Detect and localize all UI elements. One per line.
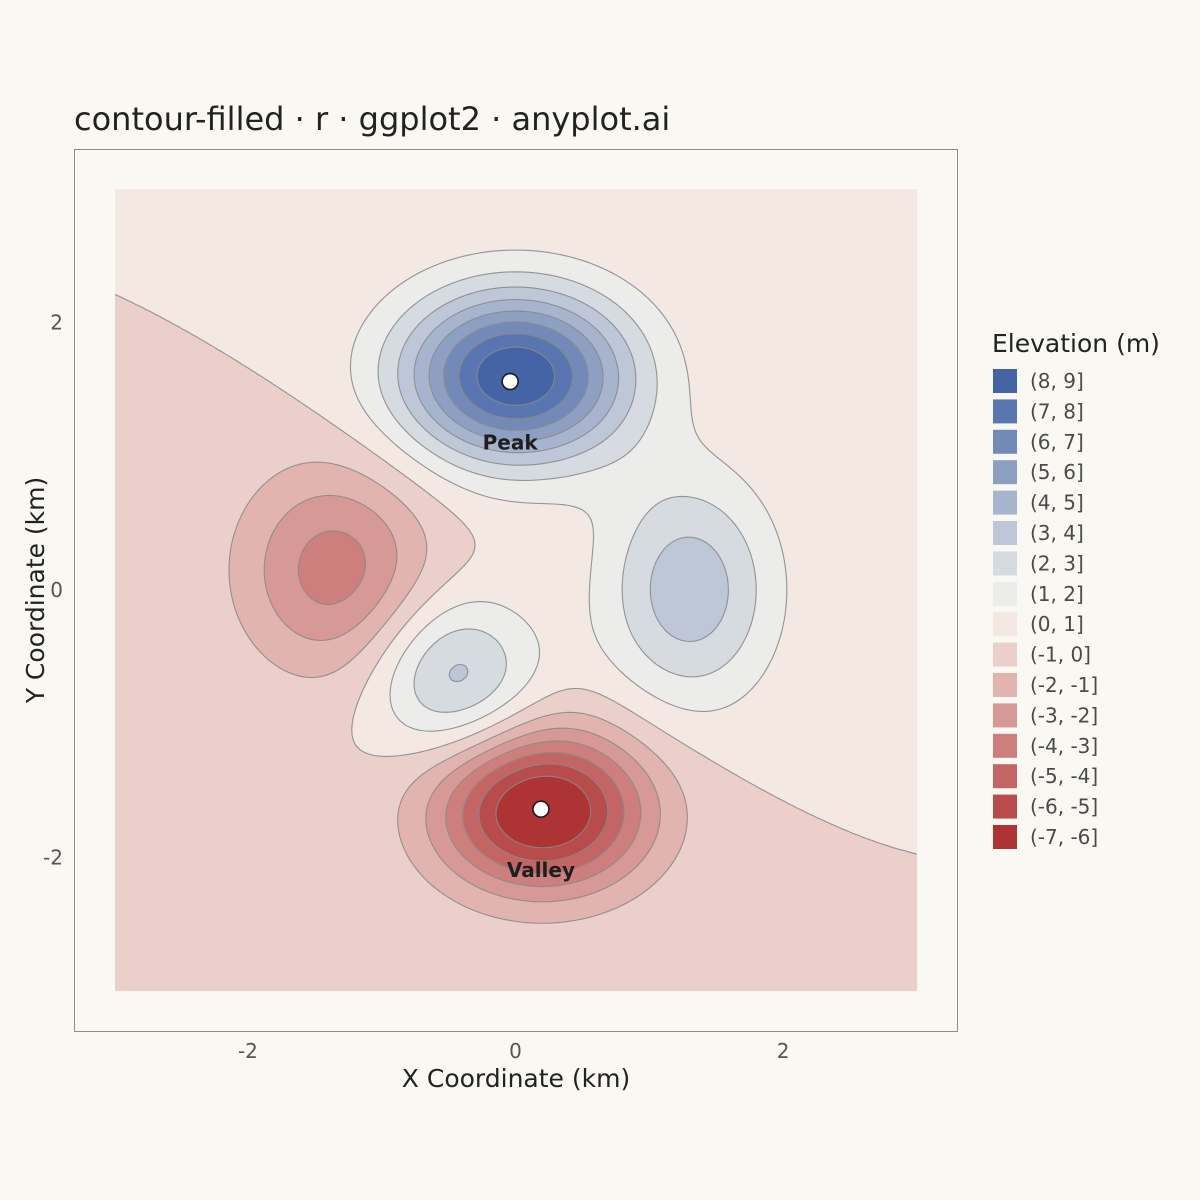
legend-label: (-5, -4] [1030,764,1098,788]
legend-swatch [993,551,1017,576]
legend-label: (-7, -6] [1030,825,1098,849]
legend-label: (-1, 0] [1030,643,1091,667]
valley-marker [532,800,550,818]
contour-line [115,293,917,855]
y-tick-label: 2 [50,311,63,335]
x-tick-label: 2 [777,1039,790,1063]
legend-label: (5, 6] [1030,460,1084,484]
legend-label: (-3, -2] [1030,703,1098,727]
x-tick-label: -2 [238,1039,258,1063]
contour-line [478,763,609,862]
legend-label: (-6, -5] [1030,795,1098,819]
contour-line [228,461,688,924]
contour-line [428,310,604,442]
legend-swatch [993,825,1017,849]
legend-label: (0, 1] [1030,612,1084,636]
legend-swatch [993,733,1017,758]
legend-swatch [993,794,1017,819]
legend-label: (2, 3] [1030,551,1084,575]
y-tick-label: -2 [43,845,63,869]
contour-line [297,530,642,888]
legend-swatch [993,521,1017,545]
y-tick-label: 0 [50,578,63,602]
contour-line [263,494,661,903]
y-axis-label: Y Coordinate (km) [21,477,50,705]
y-axis-ticks: 2 0 -2 [43,311,63,870]
peak-label: Peak [483,431,539,455]
legend-swatch [993,612,1017,637]
contour-line [458,333,574,420]
legend-swatch [993,429,1017,454]
legend-label: (-2, -1] [1030,673,1098,697]
legend-swatch [993,460,1017,485]
legend-label: (-4, -3] [1030,734,1098,758]
legend-swatch [993,642,1017,667]
legend-label: (4, 5] [1030,491,1084,515]
contour-fill-image [115,189,918,992]
contour-line [443,321,589,431]
contour-surface [115,189,918,992]
contour-line [397,286,729,683]
x-axis-label: X Coordinate (km) [402,1064,630,1093]
contour-line [413,299,620,454]
plot-panel-border [74,149,958,1032]
legend-swatch [993,703,1017,728]
legend-swatch [993,764,1017,789]
legend-swatch [993,399,1017,424]
peak-marker [501,372,519,391]
annotations: Peak Valley [483,372,575,882]
legend-label: (3, 4] [1030,521,1084,545]
legend-label: (1, 2] [1030,582,1084,606]
legend-label: (7, 8] [1030,399,1084,423]
legend: (8, 9] (7, 8] (6, 7] (5, 6] (4, 5] (3, 4] (2, … [993,369,1098,849]
legend-label: (6, 7] [1030,430,1084,454]
contour-line [349,249,788,732]
contour-line [462,751,625,874]
contour-line [377,271,757,713]
x-axis-ticks: -2 0 2 [238,1039,789,1063]
x-tick-label: 0 [509,1039,522,1063]
legend-swatch [993,581,1017,606]
contour-line [495,775,592,849]
contour-lines [115,249,917,924]
legend-label: (8, 9] [1030,369,1084,393]
legend-swatch [993,369,1017,393]
legend-swatch [993,490,1017,515]
contour-line [476,346,556,406]
legend-title: Elevation (m) [992,329,1160,358]
valley-label: Valley [507,858,575,882]
chart-title: contour-filled · r · ggplot2 · anyplot.a… [74,100,670,138]
legend-swatch [993,673,1017,697]
